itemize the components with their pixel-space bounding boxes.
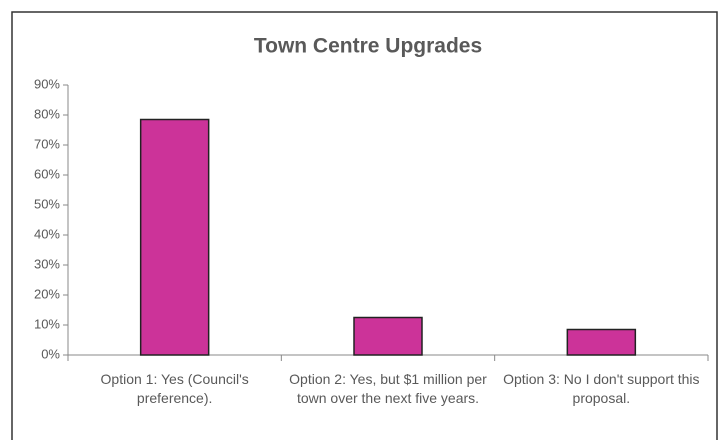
y-tick-label: 30% bbox=[34, 256, 60, 271]
y-tick-label: 40% bbox=[34, 226, 60, 241]
bar bbox=[353, 316, 423, 356]
y-tick-label: 80% bbox=[34, 106, 60, 121]
y-tick-label: 60% bbox=[34, 166, 60, 181]
y-tick-label: 90% bbox=[34, 76, 60, 91]
chart-border bbox=[11, 11, 718, 440]
y-tick-label: 10% bbox=[34, 316, 60, 331]
chart-title: Town Centre Upgrades bbox=[254, 35, 482, 58]
bar bbox=[566, 328, 637, 356]
y-tick-label: 70% bbox=[34, 136, 60, 151]
y-tick-label: 50% bbox=[34, 196, 60, 211]
y-tick-label: 0% bbox=[41, 346, 60, 361]
x-tick-label: Option 1: Yes (Council's preference). bbox=[100, 371, 249, 406]
bar bbox=[139, 118, 210, 356]
x-tick-label: Option 2: Yes, but $1 million per town o… bbox=[289, 371, 487, 406]
x-tick-label: Option 3: No I don't support this propos… bbox=[503, 371, 700, 406]
y-tick-label: 20% bbox=[34, 286, 60, 301]
